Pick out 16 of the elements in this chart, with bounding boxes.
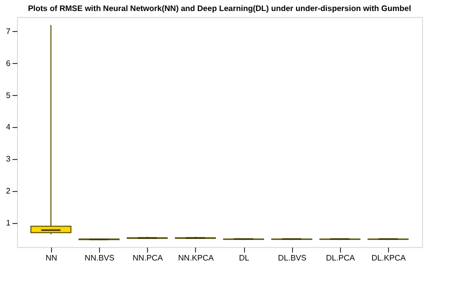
y-tick-label: 1 bbox=[6, 218, 12, 228]
x-tick-label: NN.KPCA bbox=[178, 254, 214, 262]
x-tick-label: NN bbox=[46, 254, 58, 262]
x-tick-label: NN.PCA bbox=[132, 254, 164, 262]
x-tick-label: DL.KPCA bbox=[371, 254, 406, 262]
y-tick-label: 4 bbox=[6, 122, 12, 132]
y-tick-label: 6 bbox=[6, 58, 12, 68]
x-tick-label: DL.BVS bbox=[278, 254, 306, 262]
y-tick-label: 2 bbox=[6, 186, 12, 196]
x-tick-label: DL bbox=[238, 254, 250, 262]
y-tick-label: 3 bbox=[6, 154, 12, 164]
x-tick-label: NN.BVS bbox=[84, 254, 114, 262]
chart-title: Plots of RMSE with Neural Network(NN) and Deep Learning(DL) under under-dispersion with Gumbel bbox=[28, 4, 412, 13]
y-tick-label: 5 bbox=[6, 90, 12, 100]
y-tick-label: 7 bbox=[6, 26, 12, 36]
x-tick-label: DL.PCA bbox=[326, 254, 356, 262]
